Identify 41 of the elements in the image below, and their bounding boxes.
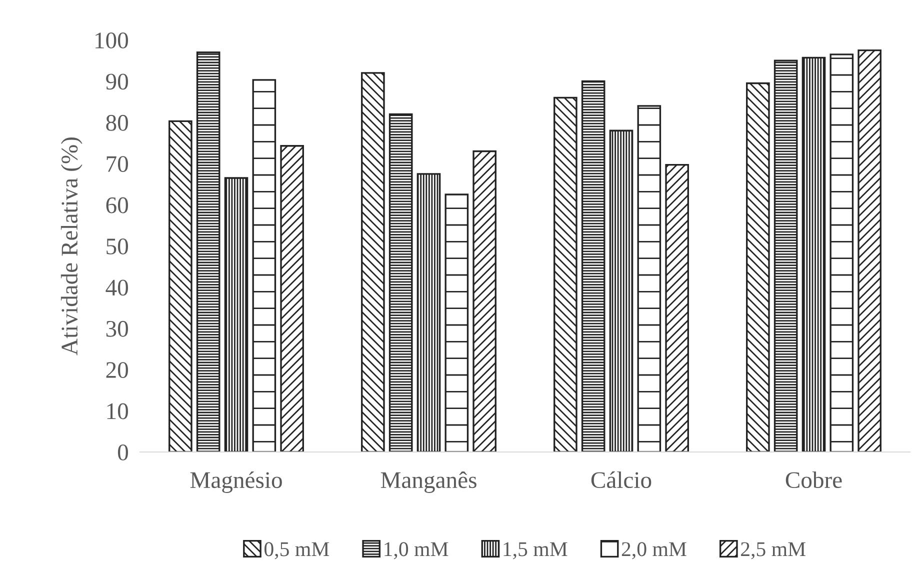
legend-label: 2,5 mM bbox=[741, 542, 806, 560]
y-tick-label: 10 bbox=[107, 403, 128, 420]
bar bbox=[830, 54, 854, 452]
legend-label: 1,5 mM bbox=[504, 542, 568, 560]
bar bbox=[802, 56, 826, 452]
y-tick-label: 80 bbox=[106, 114, 128, 131]
y-tick-label: 0 bbox=[118, 444, 128, 460]
bar bbox=[665, 164, 689, 452]
bar bbox=[416, 173, 441, 452]
x-tick-label: Cálcio bbox=[591, 471, 652, 488]
y-tick-label: 90 bbox=[106, 74, 128, 90]
bar bbox=[280, 145, 304, 452]
bar bbox=[637, 105, 662, 452]
bar bbox=[361, 72, 385, 452]
y-tick-label: 50 bbox=[106, 238, 128, 254]
bar bbox=[472, 150, 496, 452]
y-tick-label: 100 bbox=[96, 32, 128, 48]
bar bbox=[581, 80, 606, 452]
bar bbox=[858, 49, 882, 452]
bar bbox=[444, 194, 469, 452]
bar bbox=[746, 82, 770, 452]
x-tick-label: Manganês bbox=[380, 471, 476, 493]
bar bbox=[609, 130, 634, 452]
y-tick-label: 30 bbox=[106, 320, 128, 337]
bar bbox=[224, 177, 248, 452]
bar bbox=[554, 96, 578, 452]
legend-label: 2,0 mM bbox=[622, 542, 686, 560]
bar bbox=[252, 79, 276, 452]
bar bbox=[388, 113, 413, 452]
legend-label: 1,0 mM bbox=[384, 542, 448, 560]
y-tick-label: 20 bbox=[106, 362, 128, 378]
y-axis-title: Atividade Relativa (%) bbox=[60, 138, 82, 356]
y-tick-label: 60 bbox=[106, 197, 128, 214]
y-tick-label: 40 bbox=[106, 280, 128, 296]
bar bbox=[168, 120, 192, 452]
x-tick-label: Cobre bbox=[786, 471, 842, 488]
x-tick-label: Magnésio bbox=[190, 471, 282, 493]
bar bbox=[196, 52, 220, 452]
bar bbox=[774, 60, 798, 452]
y-tick-label: 70 bbox=[106, 156, 128, 172]
legend-label: 0,5 mM bbox=[264, 542, 330, 560]
